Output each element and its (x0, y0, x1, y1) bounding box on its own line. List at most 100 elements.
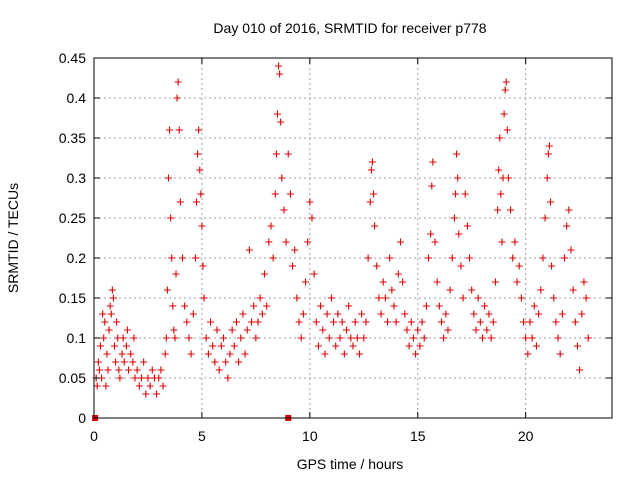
data-point (183, 318, 191, 326)
data-point (217, 342, 225, 350)
data-point (235, 358, 243, 366)
data-point (106, 302, 114, 310)
data-point (282, 238, 290, 246)
data-point (164, 174, 172, 182)
data-point (330, 318, 338, 326)
data-point (196, 166, 204, 174)
data-point (396, 238, 404, 246)
data-point (272, 150, 280, 158)
data-point (101, 318, 109, 326)
data-point (295, 318, 303, 326)
data-point (358, 310, 366, 318)
data-point (99, 310, 107, 318)
data-point (392, 318, 400, 326)
data-point (390, 302, 398, 310)
data-point (215, 366, 223, 374)
data-point (93, 382, 101, 390)
data-point (501, 86, 509, 94)
data-point (211, 358, 219, 366)
data-point (526, 318, 534, 326)
data-point (200, 294, 208, 302)
data-point (222, 358, 230, 366)
data-point (207, 318, 215, 326)
data-point (552, 318, 560, 326)
data-point (275, 62, 283, 70)
data-point (556, 350, 564, 358)
data-point (485, 310, 493, 318)
data-point (286, 190, 294, 198)
data-point (291, 246, 299, 254)
data-point (373, 262, 381, 270)
data-point (497, 190, 505, 198)
data-point (174, 78, 182, 86)
data-point (522, 334, 530, 342)
data-point (584, 334, 592, 342)
data-point (195, 126, 203, 134)
data-point (500, 110, 508, 118)
data-point (258, 310, 266, 318)
data-point (569, 286, 577, 294)
data-point (541, 214, 549, 222)
data-point (265, 238, 273, 246)
data-point (142, 390, 150, 398)
data-point (197, 190, 205, 198)
data-point (163, 286, 171, 294)
data-point (418, 318, 426, 326)
data-point (112, 358, 120, 366)
data-point (109, 294, 117, 302)
data-point (252, 334, 260, 342)
data-point (334, 310, 342, 318)
data-point (427, 230, 435, 238)
data-point (127, 350, 135, 358)
data-point (310, 270, 318, 278)
data-point (442, 310, 450, 318)
data-point (453, 150, 461, 158)
data-point (302, 278, 310, 286)
data-point (171, 334, 179, 342)
data-point (364, 254, 372, 262)
y-tick-label: 0.05 (59, 370, 86, 386)
data-point (515, 262, 523, 270)
data-point (466, 254, 474, 262)
data-point (314, 342, 322, 350)
data-point (509, 254, 517, 262)
data-point (254, 318, 262, 326)
data-point (280, 206, 288, 214)
data-point (199, 262, 207, 270)
data-point (425, 254, 433, 262)
data-point (576, 366, 584, 374)
data-point (243, 326, 251, 334)
data-point (232, 318, 240, 326)
data-point (173, 94, 181, 102)
data-point (582, 294, 590, 302)
data-point (100, 334, 108, 342)
data-point (137, 374, 145, 382)
data-point (237, 334, 245, 342)
plot-frame (93, 57, 613, 419)
data-point (230, 342, 238, 350)
data-point (349, 342, 357, 350)
data-point (299, 310, 307, 318)
data-point (550, 294, 558, 302)
data-point (412, 350, 420, 358)
chart-title: Day 010 of 2016, SRMTID for receiver p77… (213, 20, 486, 36)
data-point (435, 302, 443, 310)
data-point (548, 262, 556, 270)
data-point (580, 278, 588, 286)
data-point (487, 334, 495, 342)
data-point (543, 174, 551, 182)
data-point (524, 350, 532, 358)
data-point (202, 334, 210, 342)
data-point (312, 318, 320, 326)
data-point (563, 222, 571, 230)
data-point (241, 350, 249, 358)
data-point (476, 318, 484, 326)
data-point (433, 278, 441, 286)
data-point (155, 374, 163, 382)
data-point (273, 110, 281, 118)
data-point (491, 278, 499, 286)
data-point (468, 286, 476, 294)
data-point (167, 214, 175, 222)
data-point (323, 310, 331, 318)
x-tick-label: 10 (302, 428, 318, 444)
